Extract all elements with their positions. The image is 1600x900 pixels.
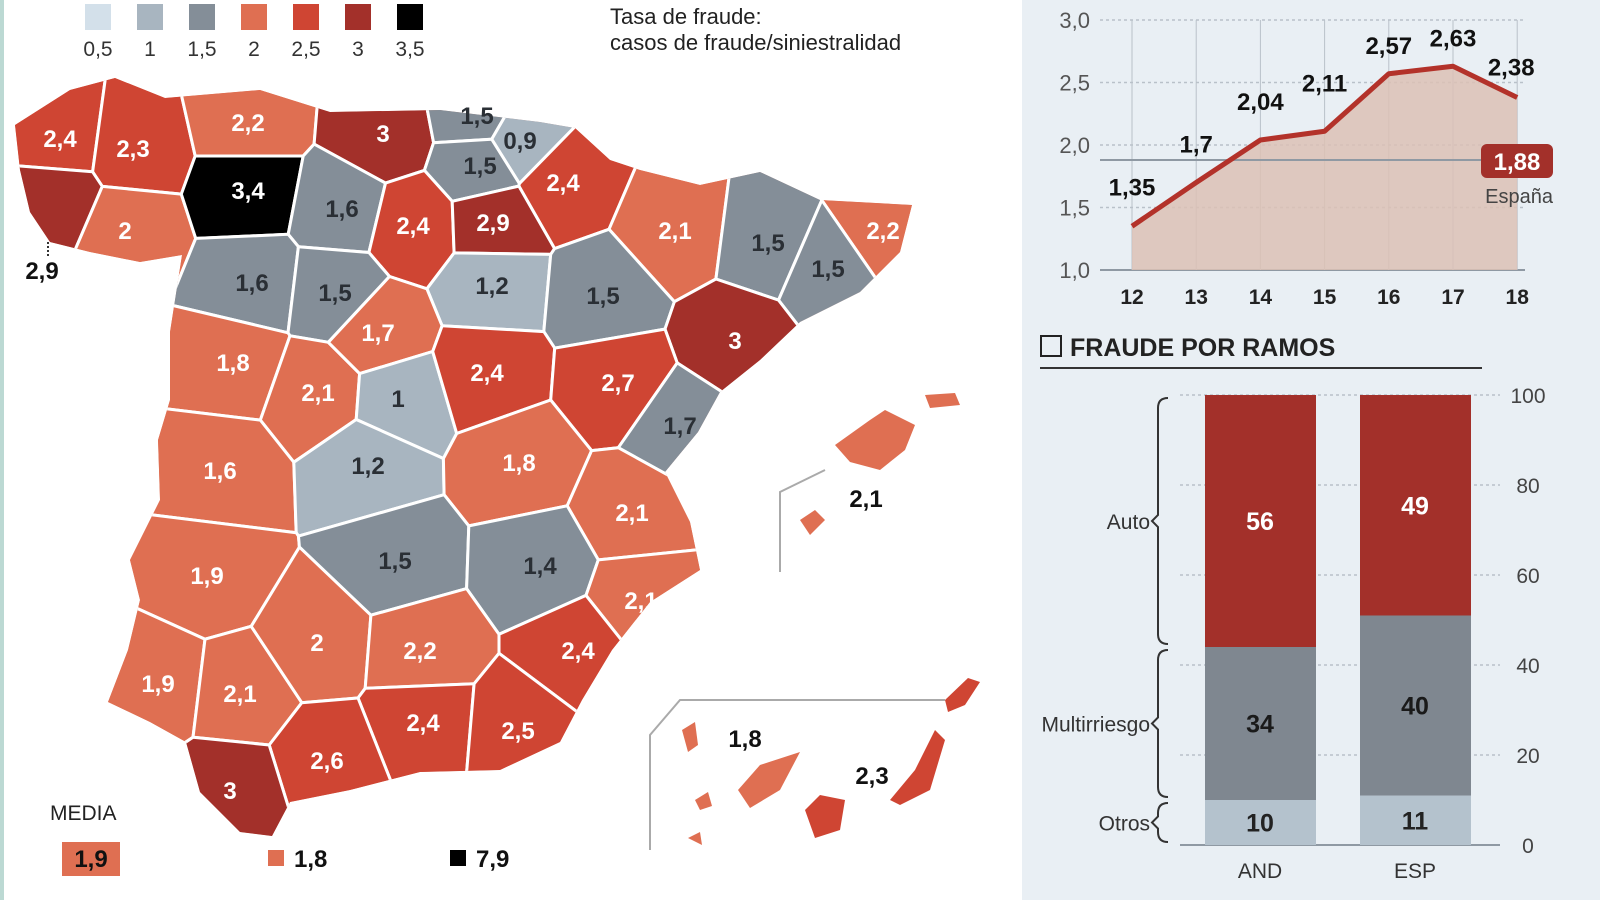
media-value: 1,9	[62, 842, 120, 876]
legend-swatch	[241, 4, 267, 30]
province-value: 1,5	[751, 230, 784, 257]
legend-label: 3,5	[395, 38, 425, 61]
extra-value-1: 1,8	[268, 846, 327, 874]
province-value: 2,1	[223, 681, 256, 708]
province-value: 1	[391, 386, 404, 413]
square-outline-icon	[1040, 335, 1062, 357]
province-value: 3	[223, 778, 236, 805]
province-value: 3,4	[231, 178, 265, 205]
tenerife-value: 1,8	[728, 726, 761, 753]
province-value: 2,1	[615, 500, 648, 527]
province-value: 2,7	[601, 370, 634, 397]
section-title: FRAUDE POR RAMOS	[1040, 334, 1335, 363]
province-value: 3	[728, 328, 741, 355]
province-value: 2,1	[301, 380, 334, 407]
province-value: 1,5	[586, 283, 619, 310]
right-panel	[1022, 0, 1600, 900]
province-value: 1,6	[203, 458, 236, 485]
province-value: 2,4	[396, 213, 430, 240]
square-icon	[450, 850, 466, 866]
canary-island[interactable]	[688, 832, 702, 845]
baleares-value: 2,1	[849, 486, 882, 513]
legend-swatch	[189, 4, 215, 30]
province-value: 2,3	[116, 136, 149, 163]
inset-frame-baleares	[779, 469, 826, 572]
canary-island[interactable]	[738, 752, 800, 808]
media-label: MEDIA	[50, 802, 117, 825]
province-value: 2,1	[658, 218, 691, 245]
province-value: 1,6	[325, 196, 358, 223]
inset-frame-canarias	[649, 699, 945, 850]
province-value: 2,4	[546, 170, 580, 197]
province-value: 2,2	[403, 638, 436, 665]
canary-island[interactable]	[682, 722, 698, 752]
province-value: 1,7	[361, 320, 394, 347]
legend-label: 1	[144, 38, 156, 61]
legend-swatch	[397, 4, 423, 30]
canary-island[interactable]	[695, 792, 712, 810]
province-value: 2	[310, 630, 323, 657]
province-value: 2,6	[310, 748, 343, 775]
legend-label: 2	[248, 38, 260, 61]
province-value: 1,8	[216, 350, 249, 377]
province-value: 1,2	[351, 453, 384, 480]
legend-label: 0,5	[83, 38, 113, 61]
province[interactable]	[663, 277, 978, 559]
province-value: 1,9	[141, 671, 174, 698]
province-value: 1,5	[811, 256, 844, 283]
province[interactable]	[0, 735, 320, 900]
province-value: 1,5	[318, 280, 351, 307]
province-value: 1,4	[523, 553, 557, 580]
section-divider	[1040, 367, 1482, 369]
province-value: 1,5	[378, 548, 411, 575]
province[interactable]	[4, 184, 198, 420]
province[interactable]	[0, 162, 104, 422]
province-value: 1,5	[460, 103, 493, 130]
province-value: 2,1	[624, 588, 657, 615]
canary-island[interactable]	[890, 730, 945, 805]
spain-fraud-map: 2,4 2,3 2,9 2 2,2 3 1,5 0,9 1,5 2,4 3,4 1,6 2,4 2,9 2,…	[0, 78, 980, 900]
legend-swatch	[345, 4, 371, 30]
province-value: 2	[118, 218, 131, 245]
province-value: 1,5	[463, 153, 496, 180]
province-value: 2,9	[476, 210, 509, 237]
province-value: 1,8	[502, 450, 535, 477]
title-line-1: Tasa de fraude:	[610, 4, 762, 29]
province-value: 1,2	[475, 273, 508, 300]
square-icon	[268, 850, 284, 866]
province-value: 1,7	[663, 413, 696, 440]
province-value: 2,4	[561, 638, 595, 665]
left-edge-border	[0, 0, 4, 900]
province-value: 1,9	[190, 563, 223, 590]
las-palmas-value: 2,3	[855, 763, 888, 790]
province-value: 2,2	[866, 218, 899, 245]
island-mallorca[interactable]	[835, 410, 915, 470]
province-value: 1,6	[235, 270, 268, 297]
legend-label: 1,5	[187, 38, 217, 61]
canary-island[interactable]	[805, 795, 845, 838]
island-menorca[interactable]	[925, 393, 960, 408]
legend-swatch	[137, 4, 163, 30]
province-value: 0,9	[503, 128, 536, 155]
map-title: Tasa de fraude: casos de fraude/siniestr…	[610, 4, 901, 56]
province-value: 2,2	[231, 110, 264, 137]
province-value: 2,5	[501, 718, 534, 745]
extra-value-2: 7,9	[450, 846, 509, 874]
province-value: 2,9	[25, 258, 58, 285]
title-line-2: casos de fraude/siniestralidad	[610, 30, 902, 55]
island-ibiza[interactable]	[800, 510, 825, 535]
province-value: 2,4	[43, 126, 77, 153]
legend-label: 2,5	[291, 38, 321, 61]
canary-island[interactable]	[945, 678, 980, 712]
province-value: 3	[376, 121, 389, 148]
legend-swatch	[293, 4, 319, 30]
legend-swatch	[85, 4, 111, 30]
province[interactable]	[565, 446, 792, 562]
legend-label: 3	[352, 38, 364, 61]
province-value: 2,4	[470, 360, 504, 387]
province-value: 2,4	[406, 710, 440, 737]
